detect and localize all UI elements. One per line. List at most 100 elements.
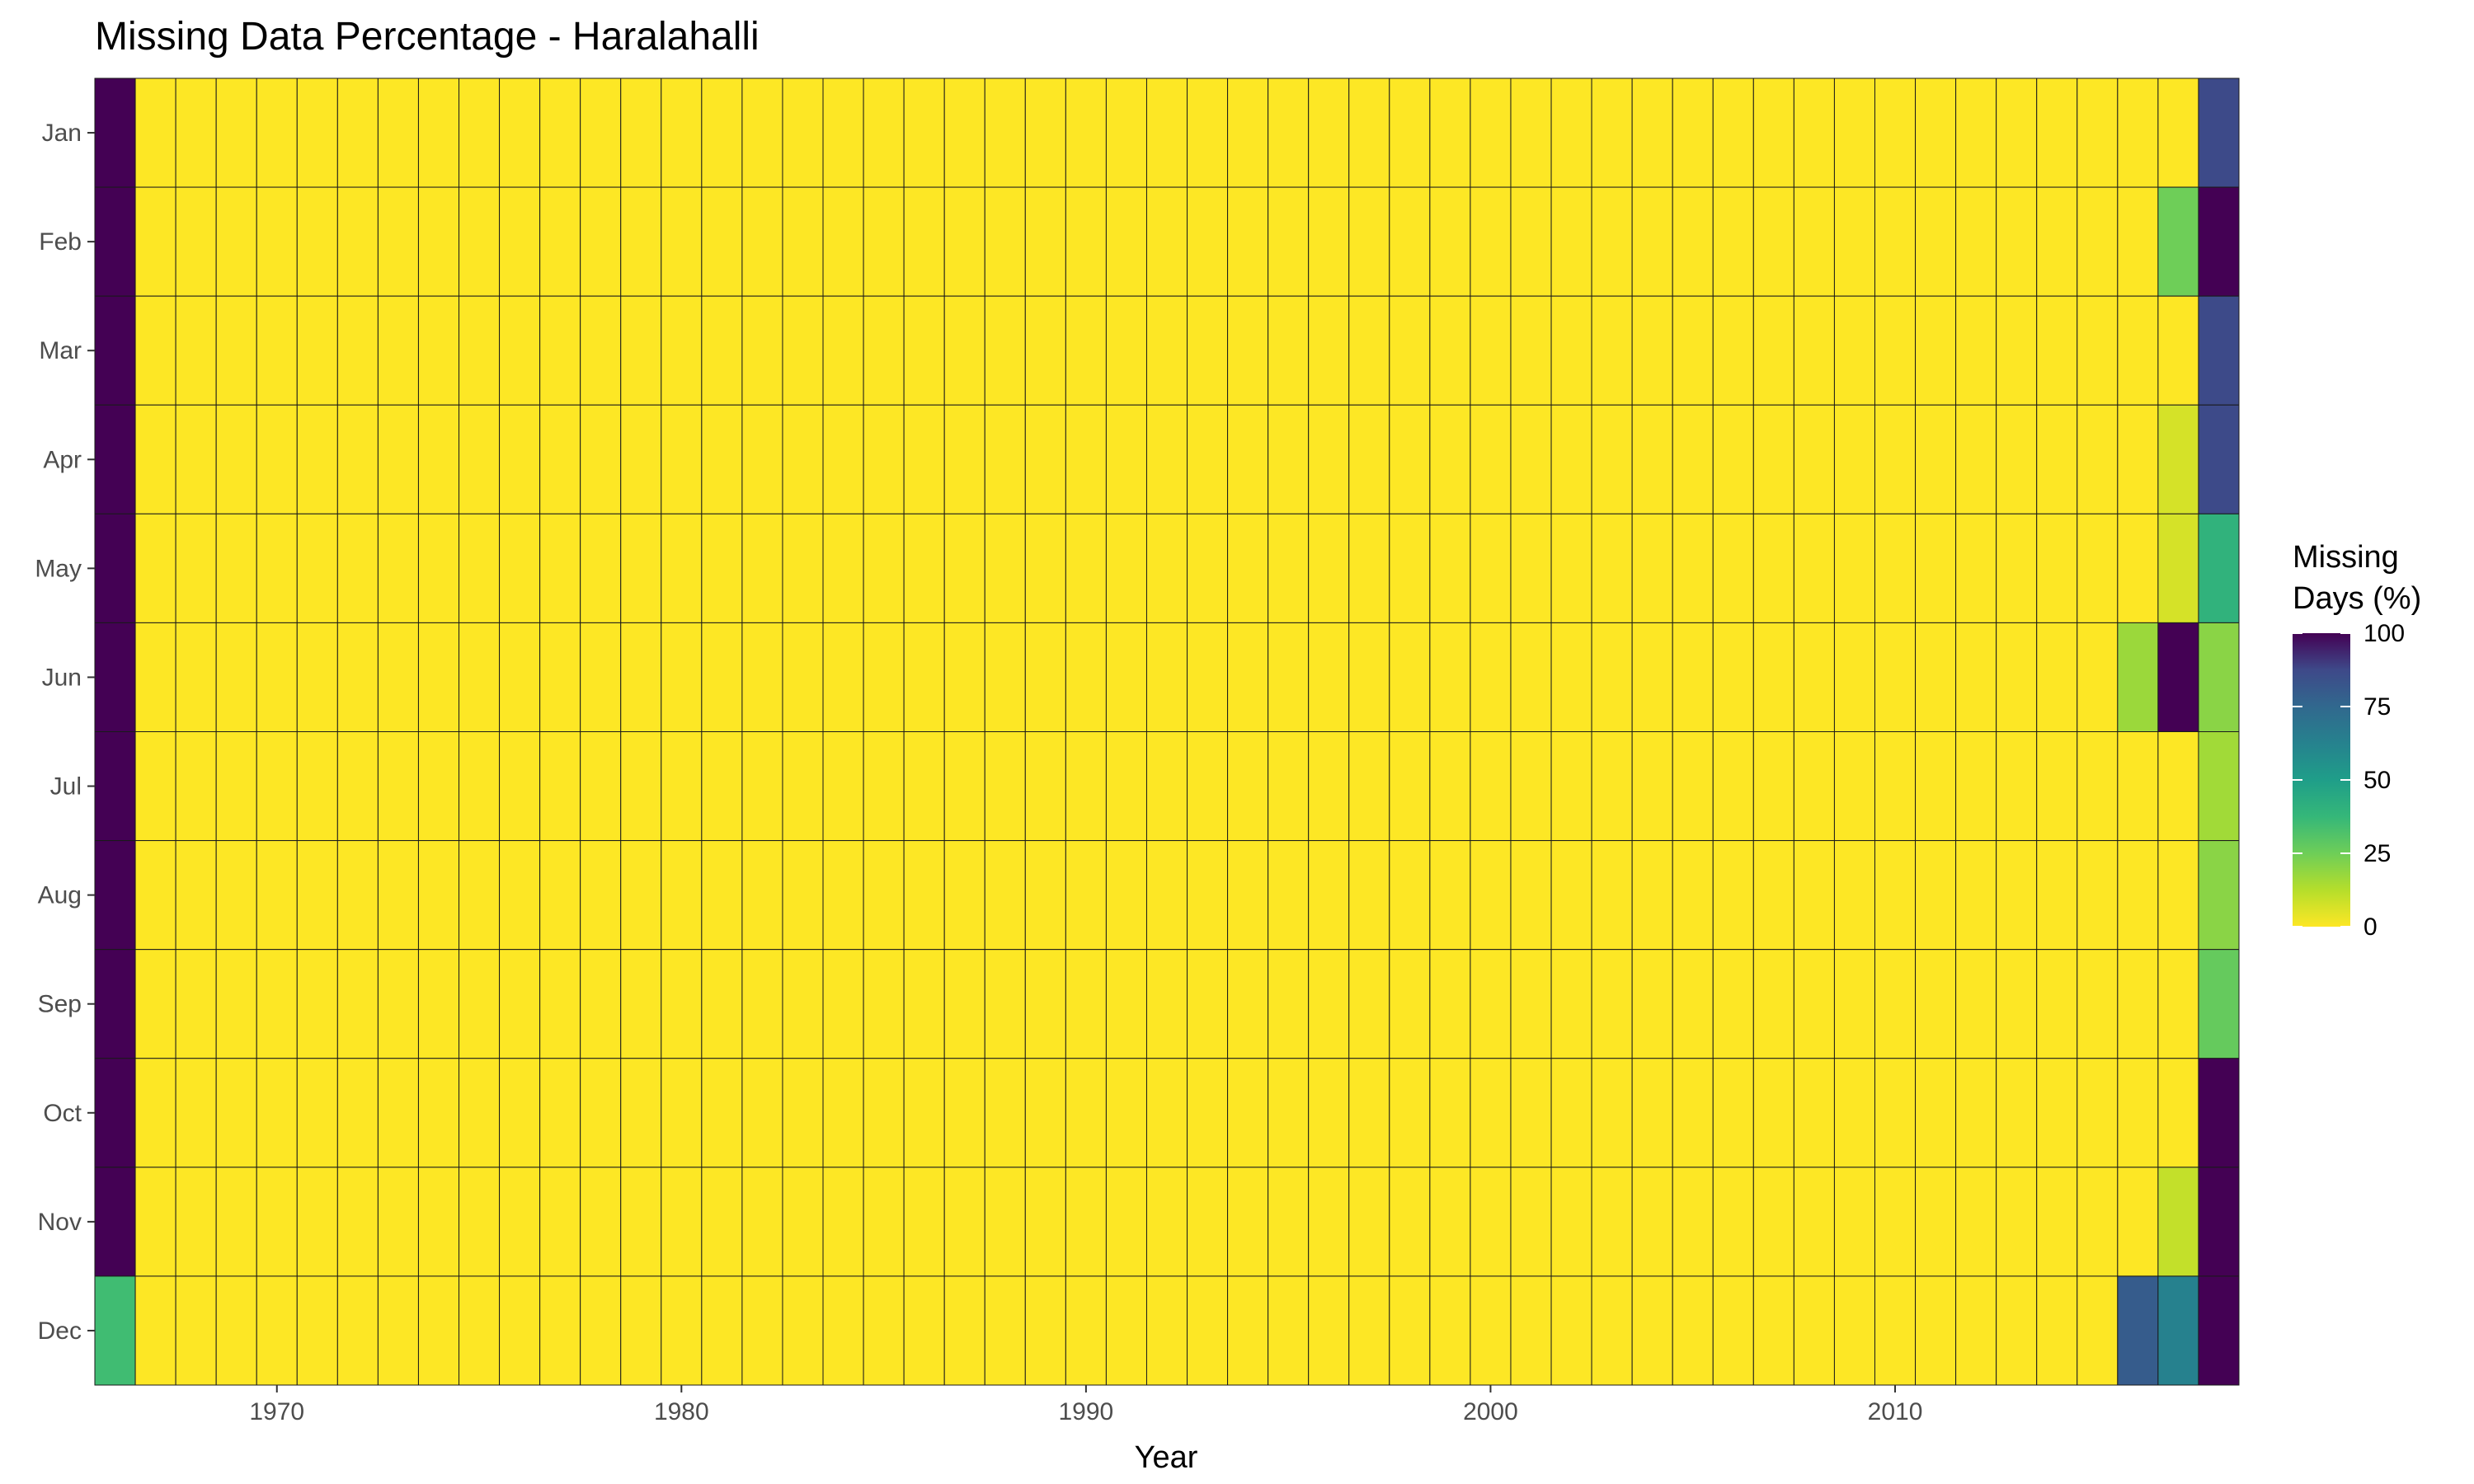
heatmap-cell: [1672, 1167, 1714, 1277]
heatmap-cell: [1672, 622, 1714, 732]
heatmap-cell: [2198, 186, 2240, 297]
heatmap-cell: [580, 622, 622, 732]
heatmap-cell: [2077, 186, 2119, 297]
heatmap-cell: [2157, 840, 2199, 951]
heatmap-cell: [1793, 404, 1835, 514]
heatmap-cell: [1955, 77, 1997, 188]
heatmap-cell: [336, 731, 379, 842]
heatmap-cell: [1510, 731, 1552, 842]
heatmap-cell: [1591, 731, 1633, 842]
heatmap-cell: [1996, 1058, 2038, 1168]
heatmap-cell: [1065, 840, 1107, 951]
heatmap-cell: [336, 295, 379, 406]
heatmap-cell: [1429, 840, 1471, 951]
heatmap-cell: [1591, 949, 1633, 1059]
heatmap-cell: [1955, 1167, 1997, 1277]
y-tick-label: Mar: [39, 337, 82, 364]
heatmap-cell: [1024, 404, 1066, 514]
heatmap-cell: [2117, 1058, 2159, 1168]
heatmap-cell: [984, 1275, 1026, 1386]
heatmap-cell: [499, 404, 541, 514]
heatmap-cell: [256, 186, 298, 297]
heatmap-cell: [863, 513, 905, 623]
heatmap-cell: [1591, 840, 1633, 951]
heatmap-cell: [1874, 513, 1917, 623]
heatmap-cell: [539, 731, 581, 842]
heatmap-cell: [1024, 295, 1066, 406]
x-tick-label: 1990: [1059, 1398, 1114, 1425]
heatmap-cell: [2036, 731, 2078, 842]
heatmap-cell: [2198, 77, 2240, 188]
heatmap-cell: [1187, 404, 1229, 514]
heatmap-cell: [1874, 1058, 1917, 1168]
heatmap-cell: [620, 1058, 662, 1168]
heatmap-cell: [1470, 949, 1512, 1059]
heatmap-cell: [1308, 77, 1350, 188]
heatmap-cell: [215, 295, 257, 406]
heatmap-cell: [94, 949, 136, 1059]
heatmap-cell: [1631, 404, 1673, 514]
heatmap-cell: [1348, 295, 1390, 406]
heatmap-cell: [984, 949, 1026, 1059]
heatmap-cell: [1187, 731, 1229, 842]
heatmap-cell: [1348, 513, 1390, 623]
heatmap-cell: [580, 77, 622, 188]
heatmap-cell: [1024, 513, 1066, 623]
heatmap-cell: [1996, 186, 2038, 297]
heatmap-cell: [580, 731, 622, 842]
heatmap-cell: [499, 949, 541, 1059]
heatmap-cell: [175, 731, 217, 842]
heatmap-cell: [1996, 622, 2038, 732]
heatmap-cell: [1105, 404, 1147, 514]
heatmap-cell: [1105, 295, 1147, 406]
heatmap-cell: [336, 513, 379, 623]
heatmap-cell: [296, 295, 338, 406]
heatmap-cell: [2077, 1058, 2119, 1168]
heatmap-cell: [1672, 513, 1714, 623]
heatmap-cell: [1145, 949, 1188, 1059]
y-tick-label: Apr: [43, 446, 82, 473]
heatmap-cell: [943, 840, 985, 951]
heatmap-cell: [336, 949, 379, 1059]
heatmap-cell: [539, 622, 581, 732]
heatmap-cell: [2198, 949, 2240, 1059]
heatmap-cell: [1915, 622, 1957, 732]
heatmap-cell: [1308, 186, 1350, 297]
legend-title-line2: Days (%): [2293, 581, 2421, 616]
heatmap-cell: [1308, 295, 1350, 406]
heatmap-cell: [1268, 622, 1310, 732]
heatmap-cell: [822, 77, 864, 188]
heatmap-cell: [1105, 513, 1147, 623]
heatmap-cell: [661, 1275, 703, 1386]
heatmap-cell: [1591, 77, 1633, 188]
heatmap-cell: [1227, 513, 1269, 623]
heatmap-cell: [1145, 77, 1188, 188]
heatmap-cell: [1752, 295, 1794, 406]
heatmap-cell: [296, 840, 338, 951]
heatmap-cell: [215, 77, 257, 188]
heatmap-cell: [984, 840, 1026, 951]
heatmap-cell: [94, 731, 136, 842]
heatmap-cell: [417, 622, 460, 732]
heatmap-cell: [1955, 622, 1997, 732]
heatmap-cell: [1550, 840, 1592, 951]
legend-tick-label: 100: [2363, 620, 2405, 647]
heatmap-cell: [459, 513, 501, 623]
heatmap-cell: [1389, 840, 1431, 951]
heatmap-cell: [499, 1275, 541, 1386]
heatmap-cell: [2036, 1275, 2078, 1386]
heatmap-cell: [1915, 186, 1957, 297]
heatmap-cell: [2036, 404, 2078, 514]
heatmap-cell: [1996, 840, 2038, 951]
heatmap-cell: [175, 840, 217, 951]
heatmap-cell: [459, 1275, 501, 1386]
heatmap-cell: [1631, 513, 1673, 623]
heatmap-cell: [1429, 186, 1471, 297]
heatmap-cell: [134, 513, 176, 623]
heatmap-cell: [1591, 1058, 1633, 1168]
heatmap-cell: [782, 840, 824, 951]
heatmap-cell: [1065, 949, 1107, 1059]
heatmap-cell: [1105, 186, 1147, 297]
heatmap-cell: [1105, 77, 1147, 188]
heatmap-cell: [215, 1167, 257, 1277]
